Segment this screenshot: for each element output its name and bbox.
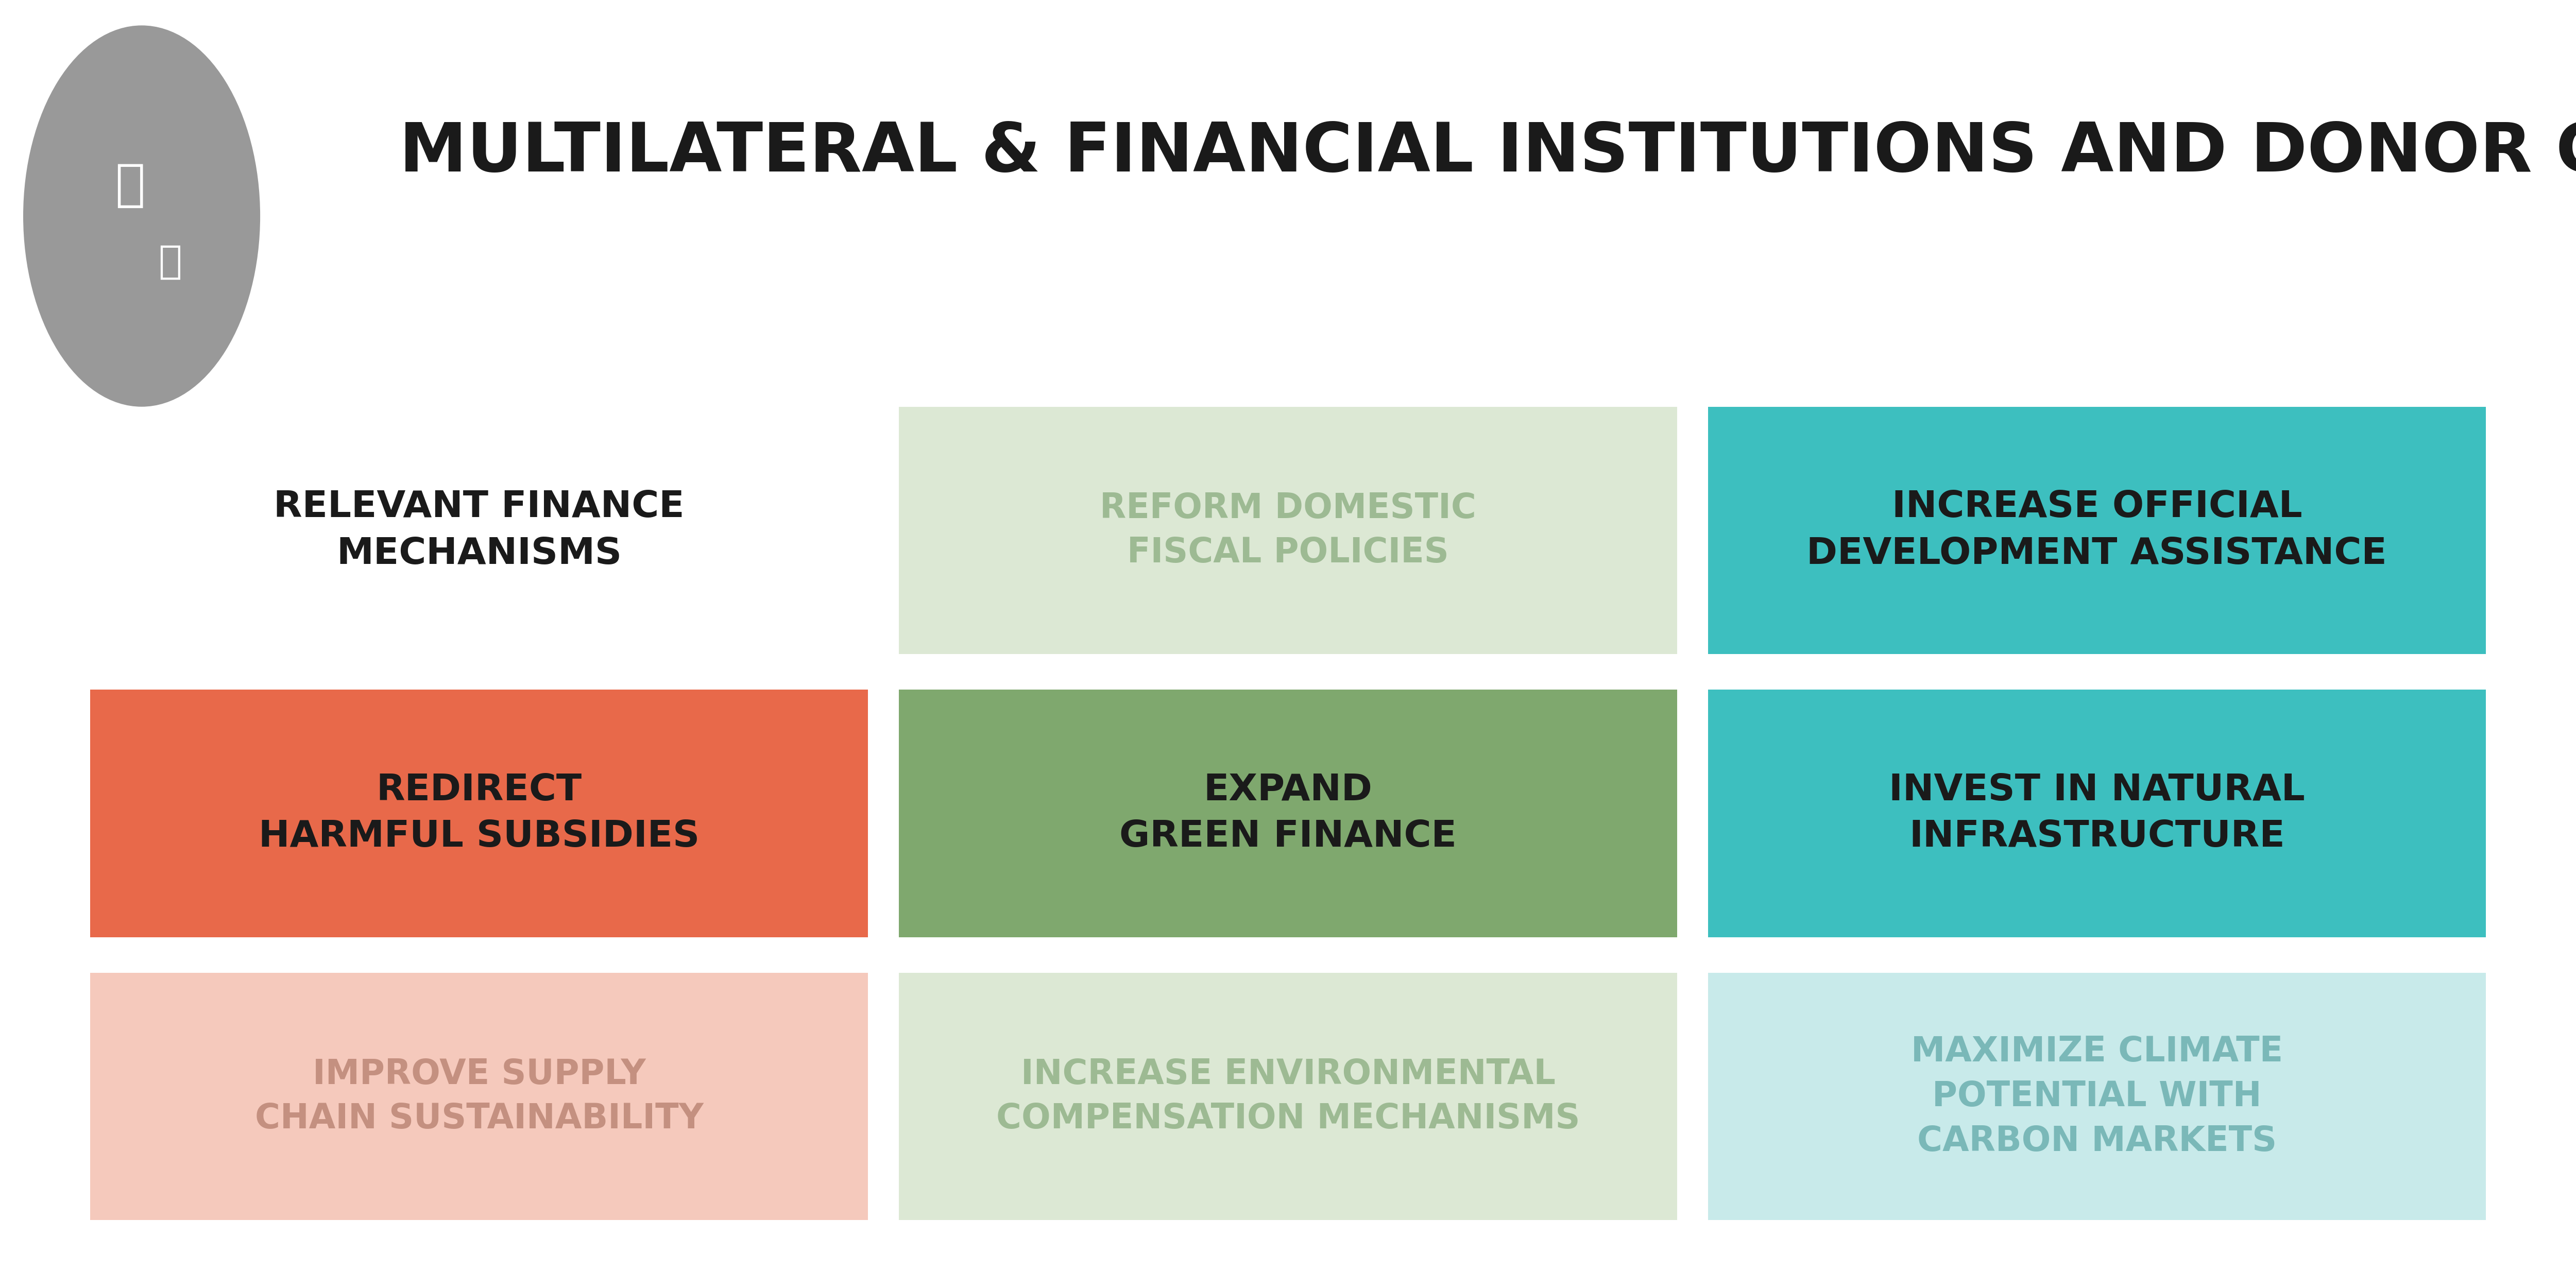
Text: INCREASE ENVIRONMENTAL
COMPENSATION MECHANISMS: INCREASE ENVIRONMENTAL COMPENSATION MECH…: [997, 1057, 1579, 1136]
Text: REDIRECT
HARMFUL SUBSIDIES: REDIRECT HARMFUL SUBSIDIES: [258, 773, 701, 854]
Text: RELEVANT FINANCE
MECHANISMS: RELEVANT FINANCE MECHANISMS: [273, 489, 685, 572]
FancyBboxPatch shape: [90, 972, 868, 1220]
Text: 🪙: 🪙: [157, 243, 183, 281]
FancyBboxPatch shape: [90, 690, 868, 937]
Text: MULTILATERAL & FINANCIAL INSTITUTIONS AND DONOR COUNTRIES: MULTILATERAL & FINANCIAL INSTITUTIONS AN…: [399, 119, 2576, 186]
Text: REFORM DOMESTIC
FISCAL POLICIES: REFORM DOMESTIC FISCAL POLICIES: [1100, 491, 1476, 569]
FancyBboxPatch shape: [1708, 407, 2486, 655]
Text: EXPAND
GREEN FINANCE: EXPAND GREEN FINANCE: [1121, 773, 1455, 854]
Text: 🌐: 🌐: [116, 161, 144, 210]
FancyBboxPatch shape: [899, 690, 1677, 937]
FancyBboxPatch shape: [1708, 972, 2486, 1220]
Text: INCREASE OFFICIAL
DEVELOPMENT ASSISTANCE: INCREASE OFFICIAL DEVELOPMENT ASSISTANCE: [1806, 489, 2388, 572]
FancyBboxPatch shape: [899, 972, 1677, 1220]
FancyBboxPatch shape: [1708, 690, 2486, 937]
Text: INVEST IN NATURAL
INFRASTRUCTURE: INVEST IN NATURAL INFRASTRUCTURE: [1888, 773, 2306, 854]
FancyBboxPatch shape: [899, 407, 1677, 655]
Ellipse shape: [23, 25, 260, 407]
Text: IMPROVE SUPPLY
CHAIN SUSTAINABILITY: IMPROVE SUPPLY CHAIN SUSTAINABILITY: [255, 1057, 703, 1136]
Text: MAXIMIZE CLIMATE
POTENTIAL WITH
CARBON MARKETS: MAXIMIZE CLIMATE POTENTIAL WITH CARBON M…: [1911, 1035, 2282, 1158]
